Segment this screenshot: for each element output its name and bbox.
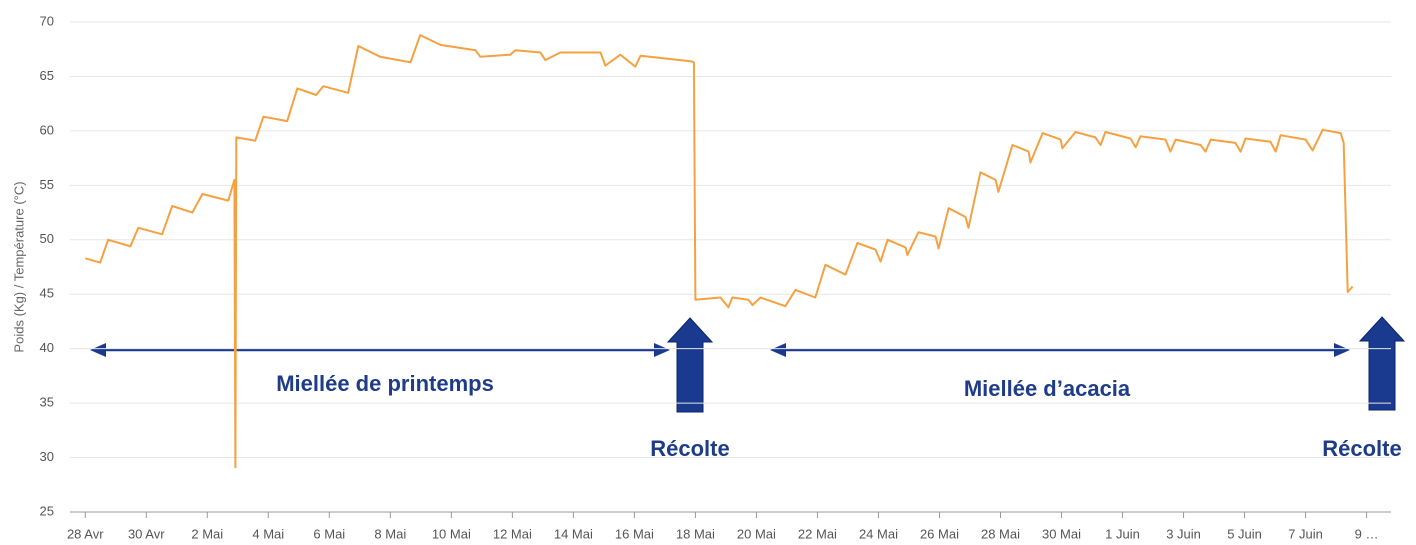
x-tick-label: 4 Mai xyxy=(252,526,284,541)
y-tick-label: 40 xyxy=(40,340,54,355)
x-tick-label: 24 Mai xyxy=(859,526,898,541)
x-tick-label: 2 Mai xyxy=(191,526,223,541)
y-tick-label: 45 xyxy=(40,286,54,301)
x-tick-label: 28 Avr xyxy=(67,526,104,541)
x-tick-label: 5 Juin xyxy=(1227,526,1262,541)
y-axis-label: Poids (Kg) / Température (°C) xyxy=(11,181,26,352)
y-tick-label: 30 xyxy=(40,449,54,464)
x-tick-label: 7 Juin xyxy=(1288,526,1323,541)
annotation: Récolte xyxy=(650,436,729,461)
x-tick-label: 18 Mai xyxy=(676,526,715,541)
x-tick-label: 26 Mai xyxy=(920,526,959,541)
x-tick-label: 28 Mai xyxy=(981,526,1020,541)
y-tick-label: 60 xyxy=(40,122,54,137)
x-tick-label: 30 Mai xyxy=(1042,526,1081,541)
x-tick-label: 20 Mai xyxy=(737,526,776,541)
x-tick-label: 3 Juin xyxy=(1166,526,1201,541)
x-tick-label: 8 Mai xyxy=(374,526,406,541)
y-tick-label: 50 xyxy=(40,231,54,246)
x-tick-label: 1 Juin xyxy=(1105,526,1140,541)
y-tick-label: 70 xyxy=(40,13,54,28)
x-tick-label: 14 Mai xyxy=(554,526,593,541)
annotation-arrows xyxy=(90,316,1406,413)
x-tick-label: 30 Avr xyxy=(128,526,165,541)
x-tick-label: 12 Mai xyxy=(493,526,532,541)
y-tick-label: 25 xyxy=(40,503,54,518)
data-line xyxy=(85,34,1354,469)
arrow-head xyxy=(1334,343,1350,357)
y-tick-label: 35 xyxy=(40,395,54,410)
x-tick-label: 9 … xyxy=(1355,526,1379,541)
annotation: Miellée de printemps xyxy=(276,371,494,396)
y-tick-label: 65 xyxy=(40,68,54,83)
arrow-head xyxy=(770,343,786,357)
harvest-arrow xyxy=(666,317,714,413)
annotation: Miellée d’acacia xyxy=(964,376,1131,401)
arrow-head xyxy=(90,343,106,357)
arrow-head xyxy=(654,343,670,357)
x-tick-label: 16 Mai xyxy=(615,526,654,541)
harvest-arrow xyxy=(1358,316,1406,411)
annotation: Récolte xyxy=(1322,436,1401,461)
x-tick-label: 6 Mai xyxy=(313,526,345,541)
y-tick-label: 55 xyxy=(40,177,54,192)
x-tick-label: 10 Mai xyxy=(432,526,471,541)
x-tick-label: 22 Mai xyxy=(798,526,837,541)
